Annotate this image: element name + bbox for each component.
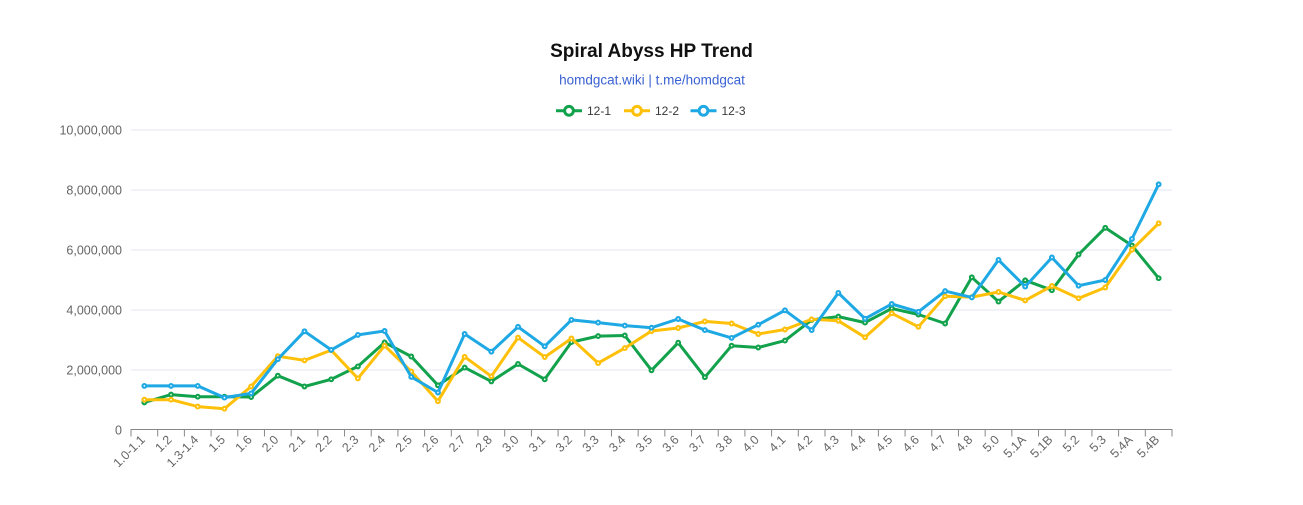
svg-text:2,000,000: 2,000,000	[66, 363, 122, 377]
svg-text:10,000,000: 10,000,000	[59, 123, 122, 137]
svg-text:Spiral Abyss HP Trend: Spiral Abyss HP Trend	[550, 41, 753, 62]
svg-text:12-2: 12-2	[655, 104, 679, 118]
svg-text:0: 0	[115, 423, 122, 437]
svg-text:12-3: 12-3	[722, 104, 746, 118]
svg-text:4,000,000: 4,000,000	[66, 303, 122, 317]
svg-text:8,000,000: 8,000,000	[66, 183, 122, 197]
svg-text:homdgcat.wiki | t.me/homdgcat: homdgcat.wiki | t.me/homdgcat	[559, 73, 745, 88]
svg-text:6,000,000: 6,000,000	[66, 243, 122, 257]
svg-text:12-1: 12-1	[587, 104, 611, 118]
